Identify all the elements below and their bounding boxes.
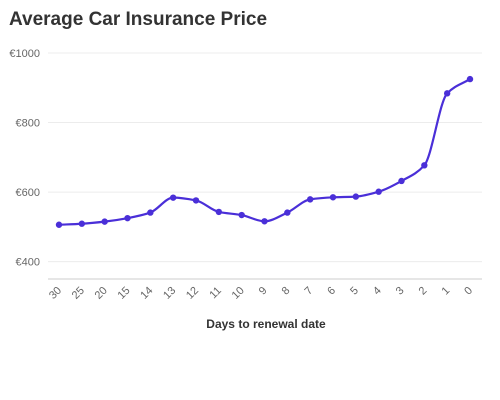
y-tick-label: €600 bbox=[16, 187, 40, 199]
data-point bbox=[55, 221, 63, 228]
y-axis-ticks: €400 €600 €800 €1000 bbox=[9, 48, 40, 269]
chart-title: Average Car Insurance Price bbox=[9, 9, 268, 30]
x-tick-label: 4 bbox=[371, 285, 384, 298]
x-tick-label: 14 bbox=[138, 285, 155, 302]
data-point bbox=[352, 193, 360, 200]
data-point bbox=[78, 220, 86, 227]
x-tick-label: 11 bbox=[207, 285, 224, 302]
y-tick-label: €1000 bbox=[9, 48, 40, 60]
data-point bbox=[398, 177, 405, 185]
x-tick-label: 7 bbox=[302, 285, 315, 298]
data-point bbox=[192, 197, 200, 204]
y-tick-label: €800 bbox=[16, 118, 40, 130]
x-tick-label: 25 bbox=[70, 285, 87, 302]
y-tick-label: €400 bbox=[16, 257, 40, 269]
data-point bbox=[443, 90, 451, 97]
data-point bbox=[306, 196, 314, 203]
x-tick-label: 12 bbox=[184, 285, 201, 302]
series-points bbox=[55, 75, 474, 228]
data-point bbox=[421, 162, 428, 169]
x-tick-label: 8 bbox=[280, 285, 293, 298]
data-point bbox=[215, 208, 223, 216]
data-point bbox=[261, 218, 268, 225]
data-point bbox=[101, 218, 108, 225]
data-point bbox=[169, 194, 177, 201]
x-tick-label: 15 bbox=[115, 285, 132, 302]
data-point bbox=[284, 209, 291, 216]
data-point bbox=[238, 211, 245, 219]
data-point bbox=[466, 75, 474, 83]
series-line bbox=[57, 77, 472, 226]
data-point bbox=[375, 188, 382, 195]
x-tick-label: 6 bbox=[325, 285, 338, 298]
data-point bbox=[147, 209, 154, 216]
x-axis-title: Days to renewal date bbox=[206, 317, 326, 331]
x-axis-ticks: 30 25 20 15 14 13 12 11 10 9 8 7 6 5 4 3 2 1 0 bbox=[47, 285, 475, 302]
data-point bbox=[124, 214, 131, 222]
x-tick-label: 0 bbox=[462, 285, 475, 298]
x-tick-label: 5 bbox=[348, 285, 361, 298]
x-tick-label: 13 bbox=[161, 285, 178, 302]
x-tick-label: 9 bbox=[257, 285, 270, 298]
x-tick-label: 1 bbox=[439, 285, 452, 298]
data-point bbox=[329, 194, 337, 201]
x-tick-label: 2 bbox=[417, 285, 430, 298]
x-tick-label: 3 bbox=[394, 285, 407, 298]
x-tick-label: 20 bbox=[93, 285, 110, 302]
grid-lines bbox=[48, 52, 482, 263]
x-tick-label: 30 bbox=[47, 285, 64, 302]
x-tick-label: 10 bbox=[230, 285, 247, 302]
